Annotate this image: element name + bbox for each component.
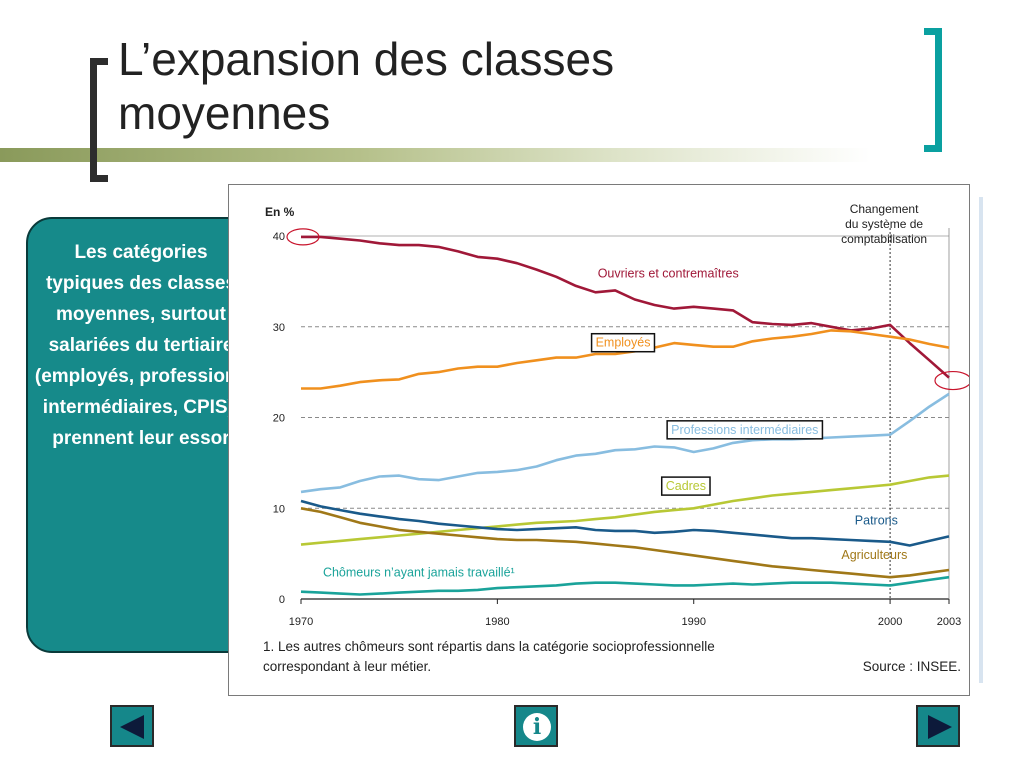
series-label-box-professions	[666, 420, 824, 440]
series-line-chomeurs	[300, 575, 950, 596]
y-tick-label: 0	[279, 594, 285, 606]
series-line-cadres	[300, 474, 950, 546]
highlight-end	[934, 370, 972, 391]
chart-frame: En % 0 10 20 30 40 1970 1980 1990 2000 2003 Ouvri…	[228, 184, 983, 696]
series-label-patrons: Patrons	[855, 514, 898, 528]
y-tick-label: 10	[273, 503, 285, 515]
y-unit-label: En %	[265, 205, 295, 219]
previous-slide-button[interactable]	[110, 705, 154, 747]
series-label-agriculteurs: Agriculteurs	[841, 548, 907, 562]
series-line-ouvriers	[301, 235, 950, 379]
x-tick-label: 1970	[289, 616, 313, 628]
y-tick-label: 20	[273, 413, 285, 425]
axes: 0 10 20 30 40 1970 1980 1990 2000 2003	[273, 228, 961, 628]
series-labels: Ouvriers et contremaîtres Employés Profess…	[323, 267, 907, 580]
series-line-professions	[300, 392, 950, 494]
callout-box: Les catégories typiques des classes moye…	[26, 217, 256, 653]
right-triangle-icon	[928, 715, 952, 739]
footnote-line: correspondant à leur métier.	[263, 659, 431, 674]
x-tick-label: 2000	[878, 616, 902, 628]
x-tick-label: 1990	[681, 616, 705, 628]
series-line-employes	[301, 329, 950, 390]
series-line-patrons	[300, 499, 950, 547]
info-button[interactable]: i	[514, 705, 558, 747]
info-icon: i	[523, 713, 551, 741]
series-label-ouvriers: Ouvriers et contremaîtres	[598, 267, 739, 281]
series-label-professions: Professions intermédiaires	[671, 423, 818, 437]
slide-title: L’expansion des classes moyennes	[118, 33, 615, 139]
footnote-group: 1. Les autres chômeurs sont répartis dan…	[263, 639, 961, 674]
callout-text: Les catégories typiques des classes moye…	[34, 242, 248, 449]
grid-lines	[301, 235, 949, 509]
x-tick-label: 2003	[937, 616, 961, 628]
y-tick-label: 30	[273, 322, 285, 334]
series-label-cadres: Cadres	[666, 479, 706, 493]
right-bracket-decoration	[924, 28, 942, 152]
highlight-ellipses	[286, 228, 972, 391]
chart-frame-edge	[979, 197, 983, 683]
series-label-chomeurs: Chômeurs n’ayant jamais travaillé¹	[323, 565, 515, 579]
series-line-agriculteurs	[300, 507, 950, 579]
x-tick-label: 1980	[485, 616, 509, 628]
line-chart: En % 0 10 20 30 40 1970 1980 1990 2000 2003 Ouvri…	[263, 202, 972, 674]
footnote-line: 1. Les autres chômeurs sont répartis dan…	[263, 639, 715, 654]
series-label-box-employes	[590, 332, 656, 353]
source-label: Source : INSEE.	[863, 659, 961, 674]
annotation-line: Changement	[850, 202, 919, 216]
annotation-line: comptabilisation	[841, 232, 927, 246]
y-tick-label: 40	[273, 231, 285, 243]
highlight-start	[286, 228, 320, 246]
series-label-employes: Employés	[596, 336, 651, 350]
series-label-box-cadres	[660, 476, 711, 496]
series-group	[300, 235, 950, 596]
left-triangle-icon	[120, 715, 144, 739]
title-underline-bar	[0, 148, 1024, 162]
next-slide-button[interactable]	[916, 705, 960, 747]
left-bracket-decoration	[90, 58, 108, 182]
annotation-line: du système de	[845, 217, 923, 231]
